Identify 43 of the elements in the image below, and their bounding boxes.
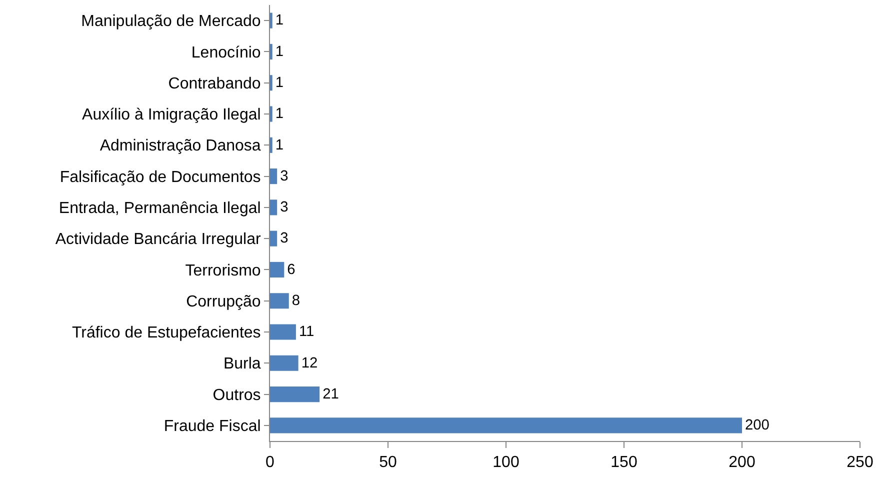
y-tick-label: Manipulação de Mercado [81,13,261,30]
bar [270,230,278,246]
data-label: 200 [745,418,770,434]
y-tick-label: Fraude Fiscal [164,418,261,436]
bar [270,324,296,340]
y-tick-label: Entrada, Permanência Ilegal [58,200,261,218]
x-tick-label: 250 [846,454,874,472]
y-tick-label: Lenocínio [191,44,261,62]
y-tick-label: Falsificação de Documentos [60,168,261,186]
y-tick-label: Outros [212,386,261,404]
x-tick-label: 200 [728,454,756,472]
y-tick-label: Administração Danosa [100,138,261,155]
data-label: 1 [275,74,284,91]
data-label: 1 [275,12,284,29]
x-tick-label: 50 [379,454,397,472]
y-tick-label: Auxílio à Imigração Ilegal [82,106,261,124]
x-tick-label: 0 [266,454,275,472]
bar [270,262,284,278]
data-label: 3 [280,230,288,247]
bar [270,355,298,371]
data-label: 3 [280,200,288,216]
data-label: 6 [287,262,296,278]
bar [270,386,320,402]
y-tick-label: Terrorismo [185,262,261,280]
data-label: 8 [292,292,300,309]
x-tick-label: 150 [610,454,638,472]
data-label: 12 [301,355,318,372]
data-label: 21 [322,386,339,402]
bar [270,293,289,309]
y-tick-label: Contrabando [168,75,261,92]
data-label: 3 [280,168,288,184]
data-label: 1 [275,44,284,60]
y-tick-label: Actividade Bancária Irregular [55,231,262,248]
bar [270,200,278,216]
data-label: 1 [275,137,284,154]
y-tick-label: Tráfico de Estupefacientes [72,324,261,342]
bar [270,168,278,184]
data-label: 11 [298,324,314,340]
y-tick-label: Corrupção [186,293,261,310]
bar [270,418,742,434]
x-tick-label: 100 [492,454,520,472]
data-label: 1 [275,106,284,122]
y-tick-label: Burla [223,356,261,373]
